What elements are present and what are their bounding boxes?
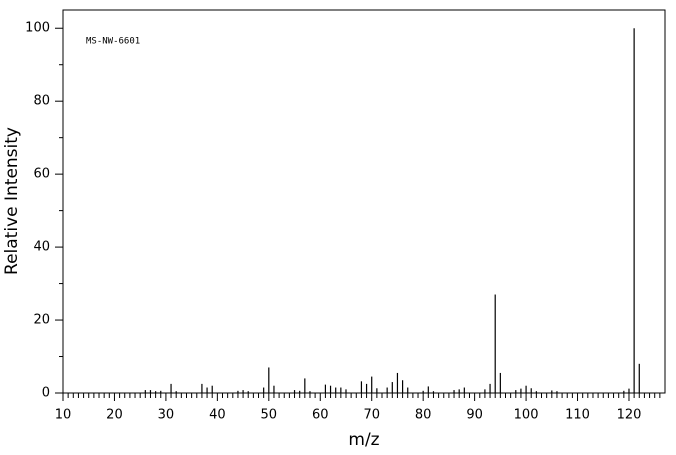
x-tick-label: 110 — [565, 408, 590, 423]
y-tick-label: 40 — [33, 240, 50, 255]
y-axis-label: Relative Intensity — [2, 127, 22, 275]
x-tick-label: 40 — [209, 408, 226, 423]
x-tick-label: 60 — [312, 408, 329, 423]
x-tick-label: 100 — [514, 408, 539, 423]
x-tick-label: 70 — [363, 408, 380, 423]
y-tick-label: 100 — [25, 21, 50, 36]
x-tick-label: 80 — [415, 408, 432, 423]
x-axis-label: m/z — [348, 430, 379, 450]
x-tick-label: 20 — [106, 408, 123, 423]
x-tick-label: 120 — [617, 408, 642, 423]
y-tick-label: 0 — [42, 386, 50, 401]
plot-frame — [62, 9, 666, 394]
y-tick-label: 80 — [33, 94, 50, 109]
x-tick-label: 90 — [466, 408, 483, 423]
annotation: MS-NW-6601 — [86, 37, 140, 47]
y-tick-label: 60 — [33, 167, 50, 182]
x-tick-label: 30 — [158, 408, 175, 423]
x-tick-label: 50 — [261, 408, 278, 423]
x-tick-label: 10 — [55, 408, 72, 423]
y-tick-label: 20 — [33, 313, 50, 328]
